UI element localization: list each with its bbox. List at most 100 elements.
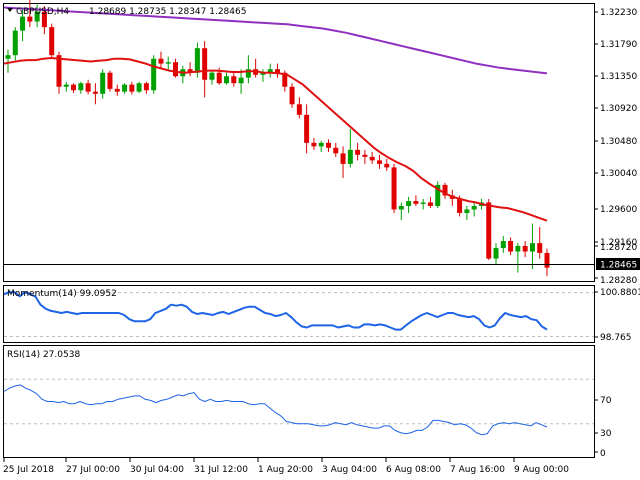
candle-body	[107, 72, 113, 89]
price-label: 1.28280	[600, 276, 637, 286]
candle-body	[369, 156, 375, 161]
candle-body	[209, 72, 215, 80]
collapse-triangle-icon[interactable]	[7, 8, 13, 12]
candle-body	[544, 252, 550, 268]
candle-body	[289, 86, 295, 105]
candle-body	[333, 147, 339, 154]
candle-body	[78, 83, 84, 91]
candle-body	[355, 149, 361, 155]
candle-body	[49, 27, 55, 56]
slow-moving-average	[3, 6, 548, 75]
candle-body	[27, 16, 33, 22]
time-label: 25 Jul 2018	[3, 465, 54, 475]
candle-body	[384, 163, 390, 168]
time-axis[interactable]: 25 Jul 2018 27 Jul 00:00 30 Jul 04:00 31…	[3, 458, 569, 475]
price-label: 1.30920	[600, 104, 637, 114]
candle-body	[275, 69, 280, 73]
candle-body	[71, 84, 77, 91]
candle-body	[114, 88, 120, 92]
price-label: 1.30040	[600, 169, 637, 179]
price-label: 1.28720	[600, 243, 637, 253]
candle-body	[63, 84, 69, 87]
moving-average-lines	[3, 6, 548, 222]
time-label: 1 Aug 20:00	[258, 465, 313, 475]
candle-body	[224, 76, 230, 84]
candle-body	[413, 201, 419, 204]
rsi-line	[3, 384, 548, 436]
candle-body	[347, 149, 353, 164]
candle-body	[143, 83, 149, 91]
candle-body	[282, 72, 288, 87]
time-label: 9 Aug 00:00	[514, 465, 569, 475]
rsi-series	[3, 384, 548, 436]
candle-body	[151, 58, 157, 91]
candle-body	[340, 153, 346, 164]
current-price-label: 1.28465	[600, 261, 637, 271]
momentum-line	[3, 291, 548, 331]
candle-body	[129, 84, 135, 92]
candle-body	[311, 142, 317, 147]
time-label: 31 Jul 12:00	[194, 465, 248, 475]
candle-body	[522, 245, 528, 252]
candle-body	[464, 209, 470, 213]
candle-body	[304, 114, 310, 143]
candle-body	[362, 154, 368, 157]
candle-body	[260, 72, 266, 75]
candle-body	[20, 16, 26, 31]
ohlc-values: 1.28689 1.28735 1.28347 1.28465	[89, 7, 246, 17]
candle-body	[435, 184, 441, 206]
candlestick-series	[5, 0, 550, 277]
rsi-level-label: 0	[600, 449, 606, 459]
candle-body	[231, 76, 237, 84]
candle-body	[122, 84, 128, 92]
candle-body	[158, 58, 164, 64]
candle-body	[325, 142, 331, 148]
candle-body	[216, 72, 222, 84]
candle-body	[471, 205, 477, 210]
current-price-box	[596, 258, 640, 270]
candle-body	[92, 91, 98, 94]
candle-body	[238, 77, 244, 84]
momentum-series	[3, 291, 548, 331]
candle-body	[493, 248, 499, 259]
candle-body	[406, 201, 412, 206]
candle-body	[56, 55, 62, 87]
rsi-level-label: 30	[600, 429, 612, 439]
candle-body	[515, 245, 521, 252]
candle-body	[318, 142, 324, 147]
momentum-level-label: 100.8801	[600, 288, 640, 298]
candle-body	[34, 11, 40, 22]
price-label: 1.31350	[600, 72, 637, 82]
rsi-label: RSI(14) 27.0538	[7, 350, 80, 360]
candle-body	[173, 62, 179, 77]
momentum-axis: 100.8801 98.765	[594, 288, 640, 343]
main-price-panel[interactable]	[3, 3, 595, 282]
time-label: 3 Aug 04:00	[322, 465, 377, 475]
candle-body	[41, 11, 47, 28]
momentum-label: Momentum(14) 99.0952	[7, 289, 117, 299]
time-label: 7 Aug 16:00	[450, 465, 505, 475]
candle-body	[296, 104, 302, 115]
candle-body	[427, 202, 433, 206]
candle-body	[85, 83, 91, 92]
price-label: 1.29600	[600, 205, 637, 215]
price-label: 1.29160	[600, 238, 637, 248]
symbol-label: GBPUSD,H4	[16, 7, 69, 17]
candle-body	[165, 62, 171, 64]
rsi-panel[interactable]	[3, 345, 595, 458]
time-label: 6 Aug 08:00	[386, 465, 441, 475]
price-axis[interactable]: 1.32230 1.31790 1.31350 1.30920 1.30480 …	[594, 8, 640, 286]
candle-body	[420, 202, 426, 204]
rsi-axis: 70 30 0	[594, 396, 612, 459]
candle-body	[508, 241, 514, 252]
candle-body	[136, 83, 142, 92]
candle-body	[100, 72, 106, 94]
candle-body	[442, 184, 448, 196]
candle-body	[391, 167, 397, 210]
time-label: 27 Jul 00:00	[66, 465, 120, 475]
candle-body	[12, 30, 18, 56]
candle-body	[245, 69, 251, 78]
candle-body	[5, 55, 11, 59]
price-label: 1.31790	[600, 40, 637, 50]
